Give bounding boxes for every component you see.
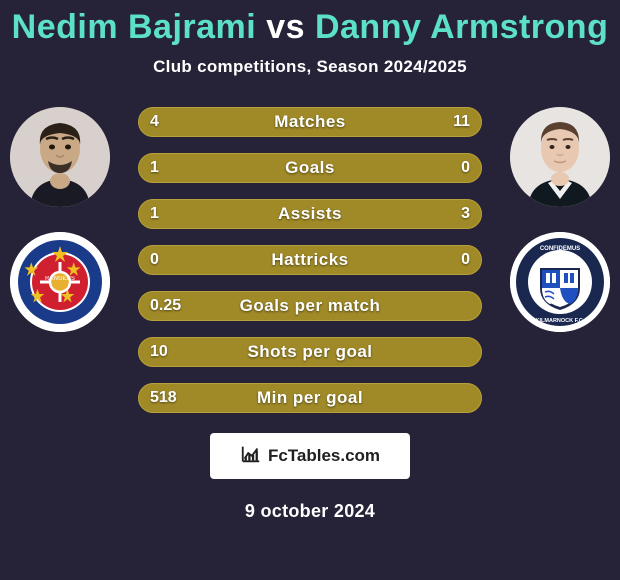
stat-label: Goals — [138, 153, 482, 183]
svg-text:RANGERS: RANGERS — [45, 276, 75, 282]
stat-row: 0.25 Goals per match — [138, 291, 482, 323]
stat-right-value: 0 — [461, 153, 470, 183]
player2-avatar — [510, 107, 610, 207]
stat-row: 518 Min per goal — [138, 383, 482, 415]
stat-row: 1 Assists 3 — [138, 199, 482, 231]
attribution-text: FcTables.com — [268, 446, 380, 466]
attribution-badge: FcTables.com — [210, 433, 410, 479]
stat-row: 0 Hattricks 0 — [138, 245, 482, 277]
stat-bars: 4 Matches 11 1 Goals 0 1 Assists 3 0 Hat… — [138, 107, 482, 415]
player1-avatar — [10, 107, 110, 207]
svg-text:CONFIDEMUS: CONFIDEMUS — [540, 246, 580, 252]
stat-right-value: 3 — [461, 199, 470, 229]
player1-club-crest: RANGERS — [10, 232, 110, 332]
stat-label: Hattricks — [138, 245, 482, 275]
subtitle: Club competitions, Season 2024/2025 — [0, 57, 620, 77]
player2-club-crest: CONFIDEMUS KILMARNOCK F.C. — [510, 232, 610, 332]
title-vs: vs — [266, 8, 305, 46]
chart-icon — [240, 443, 262, 470]
stat-label: Assists — [138, 199, 482, 229]
svg-text:KILMARNOCK F.C.: KILMARNOCK F.C. — [536, 318, 585, 324]
title-player1: Nedim Bajrami — [12, 8, 257, 46]
comparison-title: Nedim Bajrami vs Danny Armstrong — [0, 0, 620, 47]
stat-label: Min per goal — [138, 383, 482, 413]
stat-label: Shots per goal — [138, 337, 482, 367]
stat-row: 10 Shots per goal — [138, 337, 482, 369]
date-text: 9 october 2024 — [0, 501, 620, 522]
stat-right-value: 11 — [453, 107, 470, 137]
stat-row: 4 Matches 11 — [138, 107, 482, 139]
stat-label: Matches — [138, 107, 482, 137]
stat-row: 1 Goals 0 — [138, 153, 482, 185]
stat-label: Goals per match — [138, 291, 482, 321]
content-area: RANGERS CONFIDEMUS KILMARNOCK F.C. — [0, 107, 620, 415]
stat-right-value: 0 — [461, 245, 470, 275]
title-player2: Danny Armstrong — [315, 8, 608, 46]
